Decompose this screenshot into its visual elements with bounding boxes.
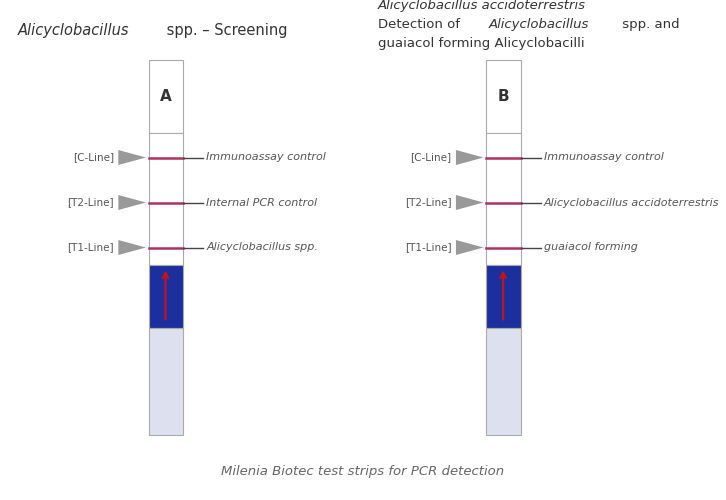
Text: Alicyclobacillus accidoterrestris: Alicyclobacillus accidoterrestris xyxy=(544,198,719,207)
Text: [T1-Line]: [T1-Line] xyxy=(405,242,452,252)
Polygon shape xyxy=(456,150,484,165)
Bar xyxy=(149,328,183,435)
Bar xyxy=(149,265,183,328)
Polygon shape xyxy=(118,240,146,255)
Text: [T2-Line]: [T2-Line] xyxy=(68,198,114,207)
Bar xyxy=(149,60,183,132)
Text: Alicyclobacillus: Alicyclobacillus xyxy=(489,18,590,31)
Text: B: B xyxy=(497,89,509,104)
Text: guaiacol forming: guaiacol forming xyxy=(544,242,637,252)
Text: Milenia Biotec test strips for PCR detection: Milenia Biotec test strips for PCR detec… xyxy=(221,464,505,477)
Text: [T2-Line]: [T2-Line] xyxy=(405,198,452,207)
Bar xyxy=(486,60,521,132)
Text: Immunoassay control: Immunoassay control xyxy=(206,152,326,162)
Polygon shape xyxy=(456,240,484,255)
Bar xyxy=(486,132,521,265)
Text: Alicyclobacillus spp.: Alicyclobacillus spp. xyxy=(206,242,318,252)
Text: [T1-Line]: [T1-Line] xyxy=(68,242,114,252)
Text: Alicyclobacillus accidoterrestris: Alicyclobacillus accidoterrestris xyxy=(378,0,586,12)
Text: spp. – Screening: spp. – Screening xyxy=(162,22,287,38)
Text: Detection of: Detection of xyxy=(378,18,464,31)
Text: Alicyclobacillus: Alicyclobacillus xyxy=(18,22,130,38)
Text: guaiacol forming Alicyclobacilli: guaiacol forming Alicyclobacilli xyxy=(378,36,584,50)
Text: spp. and: spp. and xyxy=(619,18,680,31)
Text: Internal PCR control: Internal PCR control xyxy=(206,198,317,207)
Polygon shape xyxy=(118,150,146,165)
Text: [C-Line]: [C-Line] xyxy=(73,152,114,162)
Text: A: A xyxy=(160,89,171,104)
Bar xyxy=(149,132,183,265)
Text: Immunoassay control: Immunoassay control xyxy=(544,152,664,162)
Text: [C-Line]: [C-Line] xyxy=(410,152,452,162)
Bar xyxy=(486,328,521,435)
Polygon shape xyxy=(456,195,484,210)
Polygon shape xyxy=(118,195,146,210)
Bar xyxy=(486,265,521,328)
